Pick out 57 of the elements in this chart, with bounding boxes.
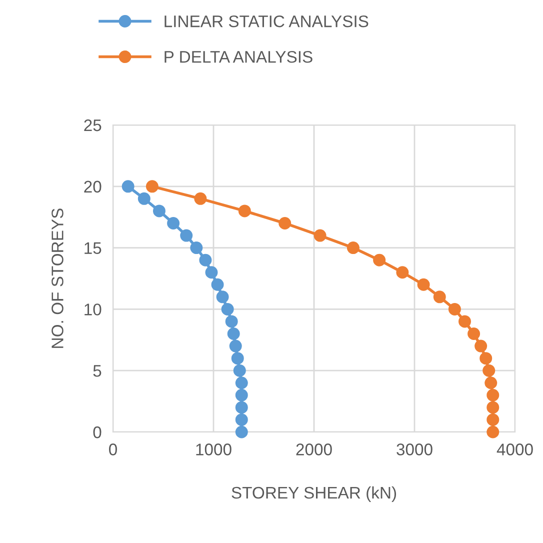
point xyxy=(235,413,248,426)
point xyxy=(484,376,498,390)
y-tick-label: 10 xyxy=(84,304,102,316)
legend-label: P DELTA ANALYSIS xyxy=(164,50,312,63)
y-axis-title: NO. OF STOREYS xyxy=(52,208,64,348)
x-tick-label: 1000 xyxy=(196,444,232,456)
point xyxy=(194,192,207,205)
x-tick-label: 2000 xyxy=(296,444,332,456)
point xyxy=(235,426,248,438)
x-tick-label: 0 xyxy=(109,444,117,456)
point xyxy=(167,216,180,230)
point xyxy=(396,266,409,279)
y-tick-label: 5 xyxy=(93,365,102,377)
point xyxy=(433,290,446,304)
point xyxy=(138,192,150,205)
point xyxy=(229,340,242,352)
point xyxy=(205,266,218,279)
y-tick-label: 25 xyxy=(84,119,102,132)
point xyxy=(486,426,500,438)
point xyxy=(221,302,234,316)
point xyxy=(199,254,212,266)
point xyxy=(486,413,500,426)
point xyxy=(458,315,471,328)
legend-label: LINEAR STATIC ANALYSIS xyxy=(164,15,368,28)
y-tick-label: 15 xyxy=(84,242,102,254)
x-tick-label: 3000 xyxy=(396,444,432,456)
point xyxy=(314,229,326,242)
point xyxy=(190,242,203,254)
point xyxy=(373,254,386,266)
point xyxy=(180,229,193,242)
point xyxy=(211,278,224,291)
point xyxy=(146,180,158,193)
point xyxy=(152,204,166,218)
point xyxy=(235,388,248,402)
y-tick-label: 0 xyxy=(93,426,102,438)
point xyxy=(448,302,461,316)
point xyxy=(235,401,248,414)
point xyxy=(474,340,488,352)
point xyxy=(486,388,500,402)
x-tick-label: 4000 xyxy=(496,444,533,456)
point xyxy=(231,352,244,365)
point xyxy=(346,242,360,254)
point xyxy=(216,290,229,304)
point xyxy=(235,376,248,390)
y-tick-label: 20 xyxy=(84,180,102,193)
point xyxy=(278,216,292,230)
point xyxy=(238,204,251,218)
point xyxy=(227,328,240,340)
x-axis-title: STOREY SHEAR (kN) xyxy=(232,486,396,502)
point xyxy=(417,278,430,291)
point xyxy=(122,180,134,193)
point xyxy=(233,364,246,377)
point xyxy=(486,401,500,414)
point xyxy=(480,352,492,365)
point xyxy=(468,328,480,340)
point xyxy=(225,315,238,328)
point xyxy=(482,364,496,377)
